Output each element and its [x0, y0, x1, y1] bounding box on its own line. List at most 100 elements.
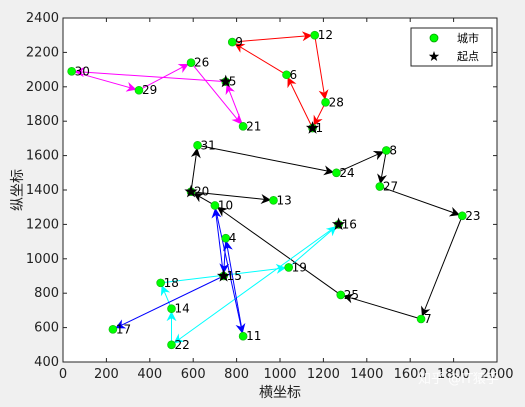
- city-marker-31: [193, 140, 202, 150]
- city-marker-28: [321, 97, 330, 107]
- city-label-7: 7: [424, 312, 432, 326]
- city-label-18: 18: [164, 276, 179, 290]
- y-axis-title: 纵坐标: [10, 169, 26, 211]
- y-tick-label: 2200: [26, 45, 59, 60]
- city-marker-26: [186, 58, 196, 68]
- city-label-8: 8: [389, 143, 397, 157]
- city-label-6: 6: [290, 68, 298, 82]
- y-tick-label: 800: [34, 286, 59, 301]
- legend-city-marker: [429, 33, 439, 43]
- city-label-15: 15: [227, 269, 242, 283]
- city-marker-23: [457, 211, 467, 221]
- route-0-segment: [234, 43, 287, 76]
- x-tick-label: 1800: [437, 367, 470, 382]
- start-point-marker-2: [184, 184, 198, 198]
- route-3-segment: [288, 226, 337, 268]
- start-point-marker-1: [219, 74, 233, 88]
- city-label-26: 26: [194, 56, 209, 70]
- y-tick-label: 1600: [26, 149, 59, 164]
- x-tick-label: 1400: [350, 367, 383, 382]
- route-2-segment: [421, 215, 463, 317]
- y-tick-label: 2000: [26, 80, 59, 95]
- route-2-segment: [197, 144, 334, 176]
- city-label-10: 10: [218, 198, 233, 212]
- route-4-segment: [115, 275, 224, 329]
- city-label-16: 16: [342, 217, 357, 231]
- route-1-segment: [74, 67, 226, 83]
- city-label-11: 11: [246, 329, 261, 343]
- x-tick-label: 1200: [307, 367, 340, 382]
- city-label-25: 25: [344, 288, 359, 302]
- x-tick-label: 1000: [263, 367, 296, 382]
- city-marker-6: [282, 70, 291, 80]
- x-tick-label: 600: [181, 367, 206, 382]
- city-marker-11: [238, 331, 248, 341]
- route-0-segment: [232, 31, 313, 43]
- city-marker-8: [382, 146, 391, 155]
- city-marker-17: [108, 325, 118, 334]
- x-tick-label: 0: [59, 367, 67, 382]
- route-layer: [71, 31, 463, 345]
- city-marker-10: [210, 201, 220, 210]
- route-4-segment: [219, 238, 230, 274]
- city-label-4: 4: [229, 231, 237, 245]
- route-0-segment: [287, 77, 313, 129]
- city-marker-19: [284, 263, 293, 272]
- city-marker-13: [269, 196, 278, 205]
- y-tick-label: 400: [34, 355, 59, 370]
- city-label-27: 27: [383, 180, 398, 194]
- route-3-segment: [173, 223, 339, 344]
- route-1-segment: [71, 70, 137, 92]
- city-label-28: 28: [329, 95, 344, 109]
- city-marker-18: [156, 278, 165, 288]
- city-marker-4: [221, 233, 231, 243]
- city-label-21: 21: [246, 119, 261, 133]
- route-0-segment: [314, 35, 329, 100]
- legend-box: [410, 27, 493, 67]
- y-tick-label: 1400: [26, 183, 59, 198]
- city-label-9: 9: [235, 35, 243, 49]
- watermark: 知乎 @IT猿手: [418, 371, 499, 387]
- start-point-marker-0: [305, 121, 320, 134]
- x-tick-label: 800: [224, 367, 249, 382]
- city-label-20: 20: [194, 185, 209, 199]
- start-point-marker-3: [331, 217, 346, 231]
- city-marker-25: [336, 290, 346, 300]
- route-4-segment: [223, 240, 244, 337]
- city-label-1: 1: [316, 121, 324, 135]
- start-point-marker-4: [216, 269, 231, 282]
- legend-start-marker: [428, 51, 440, 61]
- city-label-23: 23: [465, 209, 480, 223]
- axes-layer: 0 200 400 600 800 1000 1200 1400 1600 1800 2000400…: [26, 11, 514, 382]
- x-tick-label: 2000: [480, 367, 513, 382]
- y-tick-label: 2400: [26, 11, 59, 26]
- city-label-14: 14: [175, 302, 190, 316]
- legend: 城市 起点: [410, 27, 493, 67]
- city-marker-21: [238, 122, 248, 131]
- city-marker-30: [67, 67, 76, 76]
- city-label-29: 29: [142, 83, 157, 97]
- legend-city-label: 城市: [457, 31, 479, 45]
- route-2-segment: [190, 147, 201, 192]
- x-tick-label: 1600: [394, 367, 427, 382]
- x-tick-label: 400: [137, 367, 162, 382]
- city-marker-9: [227, 37, 237, 47]
- city-marker-12: [310, 30, 320, 40]
- city-label-13: 13: [276, 193, 291, 207]
- x-axis-title: 横坐标: [259, 385, 301, 401]
- city-label-12: 12: [318, 28, 333, 42]
- city-label-layer: 145 6789101112131415161718192021222324252…: [75, 28, 481, 352]
- city-marker-24: [332, 168, 341, 178]
- city-marker-14: [167, 304, 176, 313]
- city-label-5: 5: [229, 75, 237, 89]
- city-label-31: 31: [201, 138, 216, 152]
- route-1-segment: [225, 83, 244, 127]
- city-marker-27: [375, 182, 385, 191]
- route-2-segment: [379, 186, 460, 217]
- route-2-segment: [377, 150, 387, 185]
- y-tick-label: 1000: [26, 252, 59, 267]
- plot-area: [62, 17, 498, 363]
- y-tick-label: 1200: [26, 217, 59, 232]
- city-label-24: 24: [339, 166, 354, 180]
